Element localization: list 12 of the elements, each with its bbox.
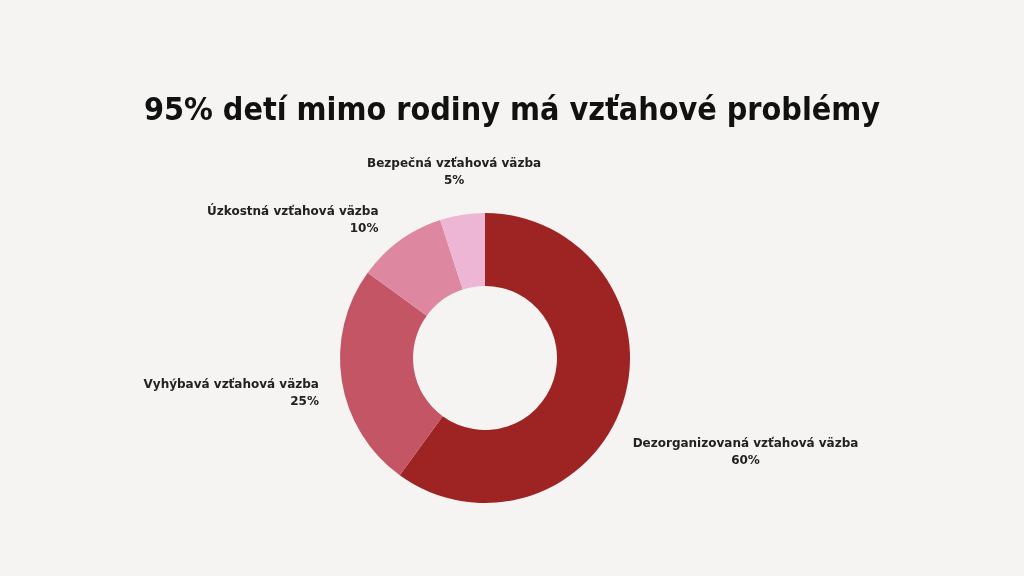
slice-label: Úzkostná vzťahová väzba: [207, 203, 379, 219]
data-label: 10%: [349, 221, 379, 236]
data-label: 5%: [443, 172, 465, 187]
donut-slice: [399, 213, 630, 503]
chart-title: 95% detí mimo rodiny má vzťahové problémy: [143, 90, 881, 128]
slice-label: Dezorganizovaná vzťahová väzba: [632, 435, 859, 450]
slice-label: Bezpečná vzťahová väzba: [367, 155, 542, 170]
data-label: 60%: [731, 452, 760, 467]
slice-label: Vyhýbavá vzťahová väzba: [143, 377, 319, 392]
donut-slice: [340, 272, 443, 476]
data-label: 25%: [290, 394, 319, 409]
donut-slice: [440, 213, 485, 290]
